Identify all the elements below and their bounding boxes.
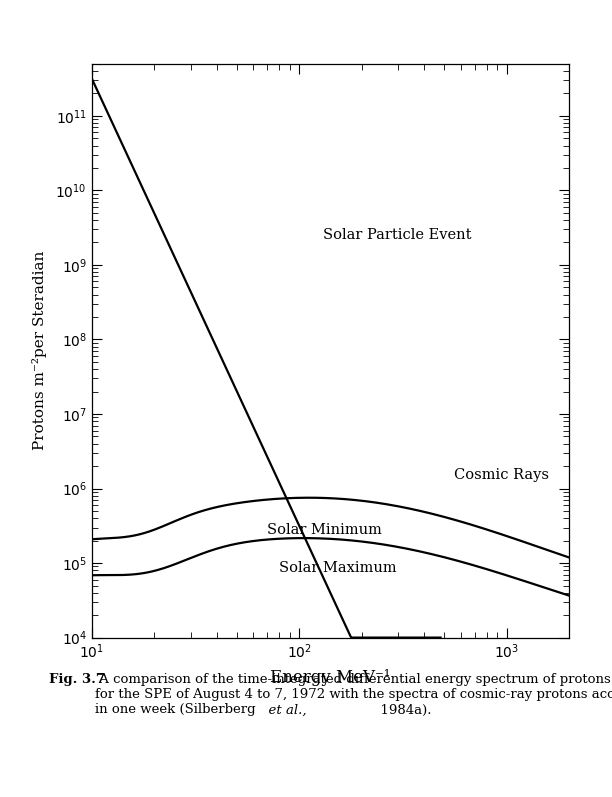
Text: Solar Minimum: Solar Minimum (267, 523, 382, 536)
Text: Cosmic Rays: Cosmic Rays (455, 469, 550, 482)
Text: 1984a).: 1984a). (49, 673, 521, 717)
Y-axis label: Protons m⁻²per Steradian: Protons m⁻²per Steradian (32, 251, 47, 450)
Text: A comparison of the time-integrated differential energy spectrum of protons
for : A comparison of the time-integrated diff… (95, 673, 612, 717)
Text: Solar Maximum: Solar Maximum (279, 561, 397, 575)
X-axis label: Energy MeV⁻¹: Energy MeV⁻¹ (271, 669, 390, 686)
Text: et al.,: et al., (95, 673, 550, 717)
Text: Fig. 3.7: Fig. 3.7 (49, 673, 105, 686)
Text: Solar Particle Event: Solar Particle Event (323, 228, 471, 242)
